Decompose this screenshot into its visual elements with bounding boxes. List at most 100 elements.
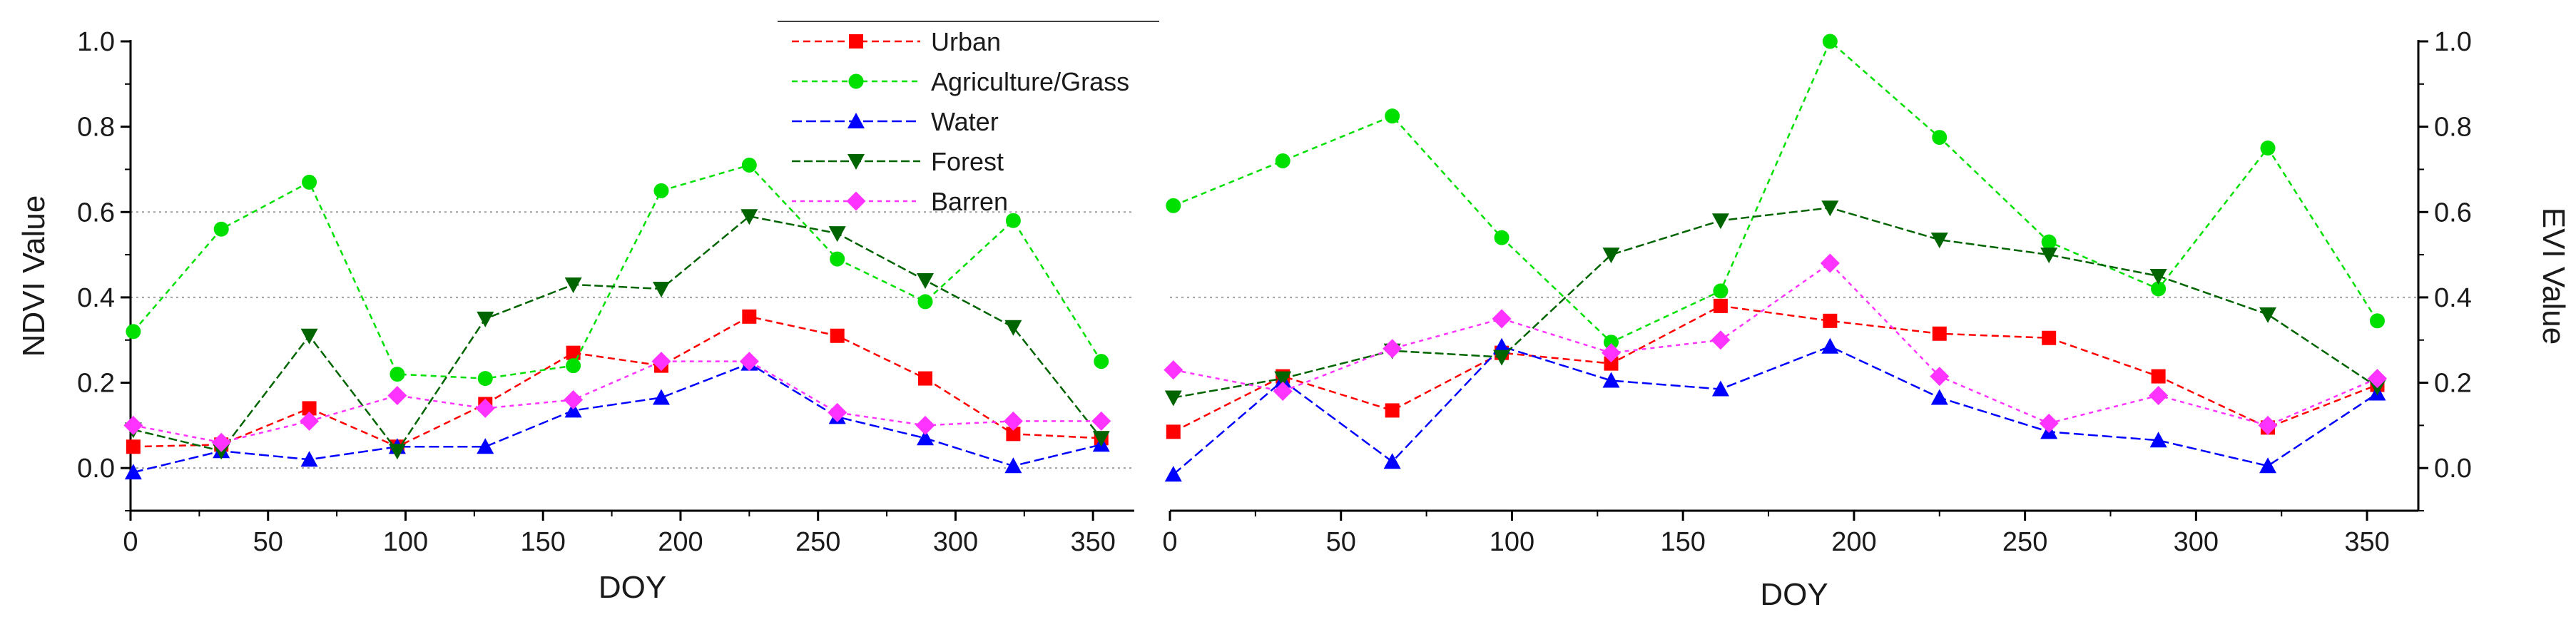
ndvi-point-forest <box>1092 431 1110 447</box>
evi-point-water <box>1164 466 1182 482</box>
evi-point-barren <box>1601 343 1621 363</box>
ndvi-point-forest <box>300 328 318 345</box>
evi-x-tick-label: 100 <box>1490 527 1534 557</box>
ndvi-series-line-urban <box>133 315 1101 448</box>
evi-point-urban <box>1823 313 1838 328</box>
ndvi-point-water <box>652 389 670 405</box>
ndvi-x-tick-label: 100 <box>383 527 428 557</box>
legend-marker-barren <box>846 191 866 211</box>
ndvi-point-urban <box>566 345 581 360</box>
ndvi-point-urban <box>126 439 141 454</box>
ndvi-point-barren <box>828 402 847 422</box>
ndvi-point-water <box>300 451 318 467</box>
ndvi-point-forest <box>740 209 758 225</box>
ndvi-x-tick-label: 300 <box>933 527 978 557</box>
ndvi-x-tick-label: 50 <box>253 527 283 557</box>
ndvi-point-barren <box>739 352 759 372</box>
evi-y-tick-label: 0.2 <box>2434 369 2472 399</box>
evi-point-agriculture-grass <box>1275 153 1290 168</box>
evi-point-agriculture-grass <box>1603 335 1619 350</box>
ndvi-point-forest <box>917 272 935 289</box>
ndvi-point-water <box>564 402 582 418</box>
evi-point-water <box>1711 380 1729 397</box>
ndvi-point-barren <box>564 389 584 409</box>
ndvi-point-barren <box>475 398 495 418</box>
evi-point-forest <box>2149 269 2167 285</box>
evi-x-tick-label: 250 <box>2002 527 2047 557</box>
ndvi-point-agriculture-grass <box>126 324 141 340</box>
legend-marker-forest <box>847 154 865 170</box>
ndvi-y-tick-label: 0.2 <box>77 369 115 399</box>
evi-point-water <box>1602 372 1620 388</box>
ndvi-point-barren <box>1091 411 1111 431</box>
legend-label-agriculture-grass: Agriculture/Grass <box>931 67 1129 96</box>
evi-point-forest <box>2040 248 2058 264</box>
evi-point-forest <box>1274 371 1292 387</box>
ndvi-point-forest <box>1004 320 1022 336</box>
ndvi-point-forest <box>564 277 582 293</box>
ndvi-point-water <box>917 429 935 446</box>
ndvi-y-tick-label: 0.8 <box>77 113 115 143</box>
evi-y-tick-label: 0.0 <box>2434 454 2472 484</box>
ndvi-point-barren <box>915 415 935 435</box>
evi-point-barren <box>1273 382 1293 402</box>
evi-point-urban <box>1604 356 1619 371</box>
ndvi-y-tick-label: 0.4 <box>77 283 115 313</box>
evi-point-forest <box>1493 350 1511 366</box>
evi-point-forest <box>1711 213 1729 230</box>
evi-series-line-water <box>1172 345 2378 476</box>
ndvi-point-urban <box>918 371 933 386</box>
ndvi-point-water <box>1004 457 1022 474</box>
ndvi-point-agriculture-grass <box>917 294 933 310</box>
evi-point-agriculture-grass <box>2151 281 2167 297</box>
evi-point-agriculture-grass <box>1166 198 1181 213</box>
evi-point-agriculture-grass <box>1385 108 1400 124</box>
evi-point-water <box>2259 457 2277 474</box>
evi-x-tick-label: 0 <box>1162 527 1177 557</box>
evi-point-forest <box>1164 390 1182 407</box>
evi-point-water <box>2149 432 2167 448</box>
ndvi-point-barren <box>123 415 143 435</box>
ndvi-point-barren <box>300 411 320 431</box>
ndvi-x-tick-label: 350 <box>1070 527 1115 557</box>
legend-label-water: Water <box>931 107 999 136</box>
ndvi-point-agriculture-grass <box>390 367 405 382</box>
evi-point-water <box>1930 389 1948 405</box>
evi-point-agriculture-grass <box>1494 230 1510 245</box>
ndvi-y-tick-label: 1.0 <box>77 27 115 57</box>
ndvi-point-urban <box>830 328 845 343</box>
ndvi-x-tick-label: 0 <box>123 527 138 557</box>
evi-y-tick-label: 1.0 <box>2434 27 2472 57</box>
ndvi-x-tick-label: 200 <box>658 527 703 557</box>
evi-point-barren <box>1492 309 1512 329</box>
evi-point-water <box>1383 453 1401 469</box>
legend-marker-urban <box>849 34 863 49</box>
ndvi-point-barren <box>651 352 671 372</box>
evi-point-agriculture-grass <box>2260 141 2276 156</box>
evi-point-barren <box>2367 369 2387 389</box>
evi-point-urban <box>1932 326 1947 341</box>
ndvi-point-barren <box>211 432 231 452</box>
evi-point-barren <box>1930 367 1950 387</box>
evi-point-water <box>1493 337 1511 354</box>
ndvi-x-axis-title: DOY <box>599 570 666 605</box>
evi-x-tick-label: 50 <box>1326 527 1356 557</box>
evi-point-agriculture-grass <box>2369 313 2385 329</box>
ndvi-series-line-agriculture-grass <box>132 164 1102 379</box>
legend-marker-water <box>847 113 865 128</box>
ndvi-series-line-forest <box>133 215 1102 453</box>
evi-point-forest <box>2259 307 2277 323</box>
evi-y-axis-title: EVI Value <box>2536 208 2571 345</box>
ndvi-point-agriculture-grass <box>566 358 581 374</box>
evi-point-urban <box>1713 298 1728 313</box>
evi-point-agriculture-grass <box>1713 283 1729 299</box>
ndvi-point-water <box>124 464 142 480</box>
ndvi-point-agriculture-grass <box>477 371 493 387</box>
ndvi-y-tick-label: 0.6 <box>77 198 115 228</box>
ndvi-point-agriculture-grass <box>1005 213 1021 228</box>
ndvi-point-agriculture-grass <box>830 251 845 267</box>
ndvi-point-agriculture-grass <box>653 183 669 198</box>
evi-point-forest <box>1821 200 1839 217</box>
ndvi-point-forest <box>828 226 846 243</box>
evi-point-water <box>1821 337 1839 354</box>
